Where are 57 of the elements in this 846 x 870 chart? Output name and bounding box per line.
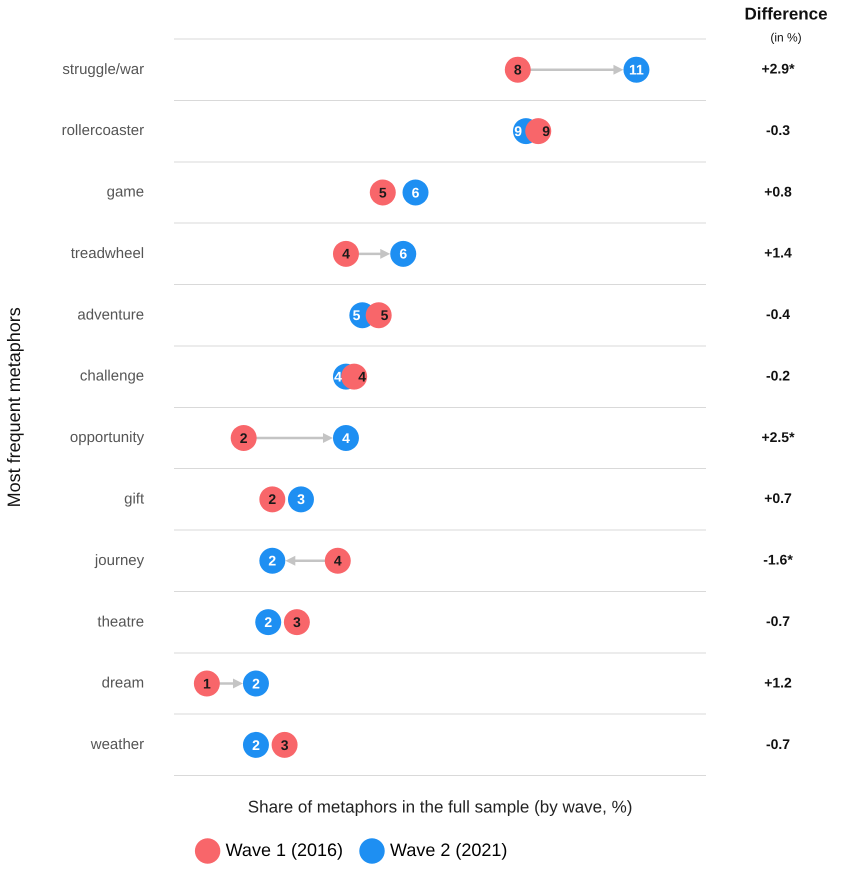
data-label: 9 — [514, 122, 522, 139]
data-label: 2 — [252, 675, 260, 692]
data-label: 4 — [342, 430, 350, 446]
y-tick-label: treadwheel — [70, 244, 144, 262]
point — [194, 670, 220, 697]
text: +2.9* — [761, 60, 796, 77]
data-label: 2 — [240, 430, 248, 446]
data-label: 6 — [399, 246, 408, 262]
point — [242, 732, 269, 758]
y-tick-label: rollercoaster — [62, 122, 144, 140]
data-label: 3 — [280, 736, 289, 753]
text: -0.7 — [766, 736, 790, 752]
data-label: 4 — [358, 368, 366, 384]
y-tick-label: opportunity — [70, 429, 145, 446]
y-tick-label: challenge — [80, 368, 144, 385]
data-label: 2 — [268, 491, 276, 508]
text: -0.2 — [766, 367, 790, 384]
data-label: 1 — [202, 675, 211, 692]
y-tick-label: game — [106, 184, 144, 201]
data-label: 6 — [412, 184, 420, 200]
data-label: 2 — [268, 552, 276, 569]
data-label: 9 — [542, 122, 550, 139]
data-label: 5 — [380, 307, 389, 324]
y-tick-label: adventure — [77, 306, 144, 324]
y-tick-label: weather — [90, 736, 144, 754]
data-label: 3 — [297, 491, 306, 508]
text: +0.7 — [764, 490, 792, 506]
data-label: 5 — [378, 184, 387, 200]
y-tick-label: dream — [102, 674, 144, 692]
text: Difference — [744, 4, 828, 24]
point — [230, 424, 257, 451]
y-axis-title: Most frequent metaphors — [4, 307, 24, 508]
text: -1.6* — [763, 552, 794, 568]
text: +1.2 — [764, 674, 792, 690]
y-tick-label: gift — [124, 490, 145, 508]
data-label: 2 — [252, 736, 260, 753]
data-label: 3 — [292, 614, 301, 630]
text: -0.4 — [766, 306, 790, 322]
data-label: 5 — [352, 307, 361, 324]
data-label: 8 — [514, 62, 522, 78]
text: -0.3 — [766, 122, 790, 138]
text: +0.8 — [764, 183, 792, 200]
text: +2.5* — [761, 428, 796, 445]
data-label: 2 — [264, 614, 272, 630]
text: +1.4 — [764, 244, 792, 261]
y-tick-label: journey — [94, 552, 145, 569]
text: (in %) — [770, 30, 802, 44]
data-label: 4 — [342, 246, 350, 262]
data-label: 4 — [334, 552, 342, 569]
data-label: 11 — [629, 62, 644, 78]
text: -0.7 — [766, 613, 790, 629]
y-tick-label: theatre — [97, 613, 144, 630]
y-tick-label: struggle/war — [62, 60, 144, 78]
legend-label: Wave 1 (2016) — [226, 840, 344, 860]
point — [242, 670, 269, 697]
x-axis-title: Share of metaphors in the full sample (by wave, %) — [248, 797, 632, 816]
legend-label: Wave 2 (2021) — [390, 840, 508, 860]
